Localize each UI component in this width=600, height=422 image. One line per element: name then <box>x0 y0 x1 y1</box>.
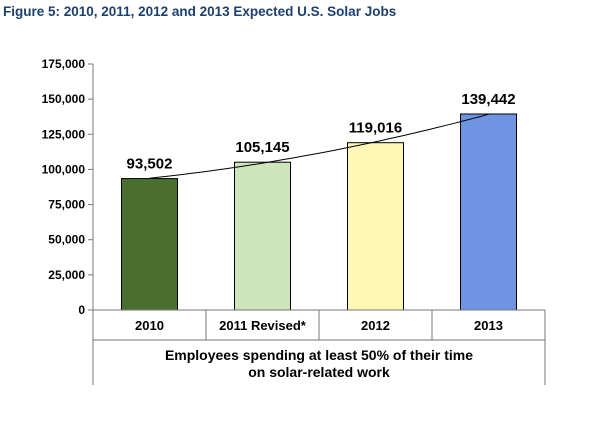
data-label: 105,145 <box>235 139 289 156</box>
bar <box>234 161 291 311</box>
bar <box>460 113 517 311</box>
x-tick-label: 2011 Revised* <box>219 318 307 333</box>
y-tick-label: 50,000 <box>48 233 85 247</box>
bar <box>347 142 404 311</box>
bar <box>121 178 178 311</box>
data-label: 139,442 <box>461 91 515 108</box>
figure-title: Figure 5: 2010, 2011, 2012 and 2013 Expe… <box>3 4 397 19</box>
x-axis-title: Employees spending at least 50% of their… <box>165 347 473 380</box>
y-tick-label: 175,000 <box>42 57 86 71</box>
y-tick-label: 0 <box>78 303 85 317</box>
x-axis-title-line: Employees spending at least 50% of their… <box>165 347 473 363</box>
x-axis-tick-labels: 2010 2011 Revised* 2012 2013 <box>135 318 503 333</box>
x-tick-label: 2012 <box>361 318 390 333</box>
y-tick-label: 75,000 <box>48 198 85 212</box>
bars <box>121 113 517 311</box>
y-tick-label: 150,000 <box>42 92 86 106</box>
y-axis-tick-labels: 0 25,000 50,000 75,000 100,000 125,000 150,000… <box>42 57 86 317</box>
x-tick-label: 2013 <box>474 318 503 333</box>
trendline <box>149 113 489 179</box>
x-axis-category-table <box>93 310 546 385</box>
y-tick-label: 25,000 <box>48 268 85 282</box>
y-tick-label: 125,000 <box>42 127 86 141</box>
data-label: 119,016 <box>349 120 402 137</box>
y-axis-ticks <box>88 63 93 311</box>
x-tick-label: 2010 <box>135 318 164 333</box>
x-axis-title-line: on solar-related work <box>248 364 390 380</box>
data-label: 93,502 <box>127 156 173 173</box>
data-labels: 93,502 105,145 119,016 139,442 <box>127 91 516 173</box>
y-tick-label: 100,000 <box>42 162 86 176</box>
trendline-group <box>149 113 489 179</box>
